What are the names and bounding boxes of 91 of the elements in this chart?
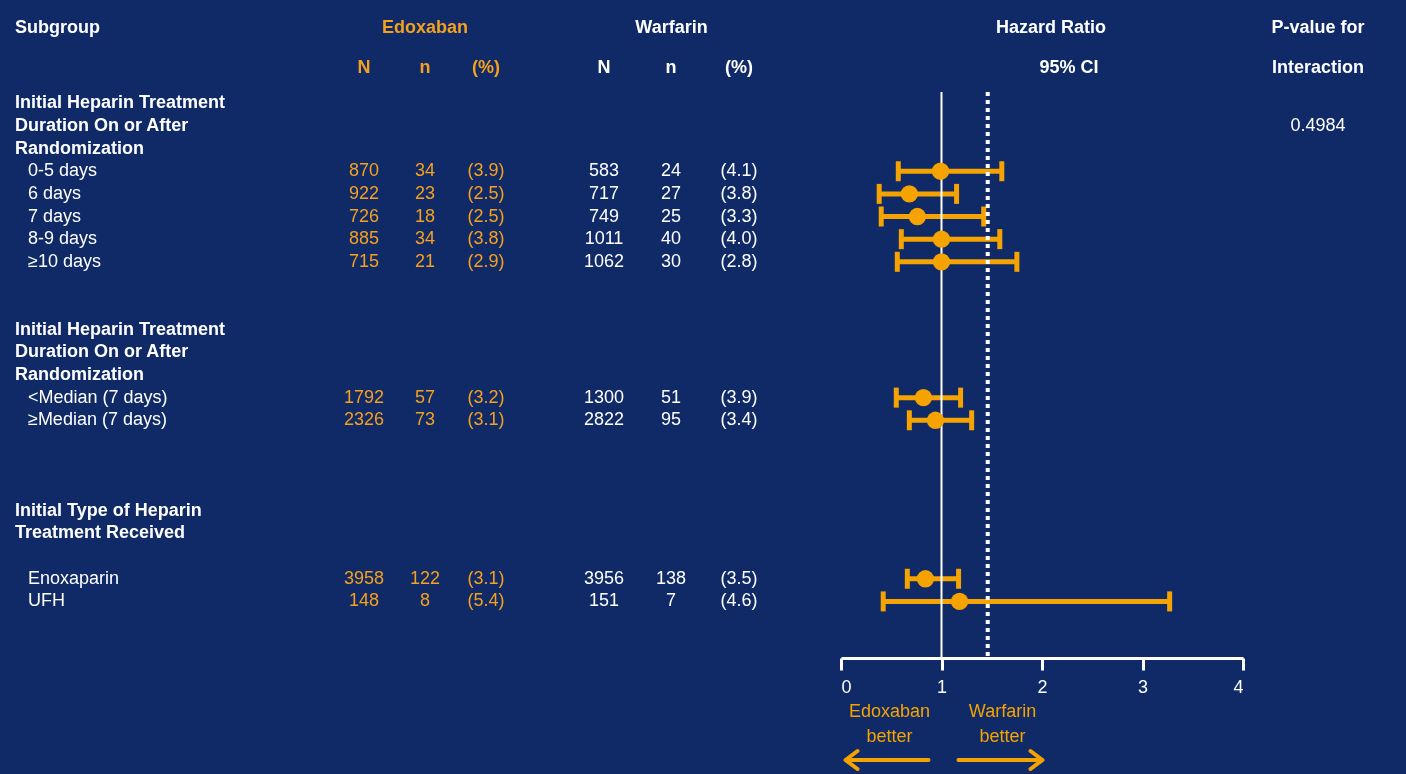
text: 0.4984 <box>1290 114 1346 135</box>
text: (3.4) <box>720 409 758 430</box>
category-label: <Median (7 days) <box>28 386 168 407</box>
text: (3.9) <box>720 386 758 407</box>
text: Edoxaban better <box>848 701 931 746</box>
text: Warfarin <box>635 17 708 37</box>
text: 2822 <box>583 409 625 430</box>
text: (2.5) <box>467 205 505 226</box>
text: (4.0) <box>720 228 758 249</box>
text: (4.1) <box>720 160 758 181</box>
text: 717 <box>588 182 620 203</box>
text: 885 <box>348 228 380 249</box>
text: (2.9) <box>467 250 505 271</box>
category-label: ≥Median (7 days) <box>28 409 167 430</box>
text: 1300 <box>583 386 625 407</box>
text: (5.4) <box>467 590 505 611</box>
text: 870 <box>348 160 380 181</box>
category-label: Initial Heparin Treatment <box>15 92 226 113</box>
text: 1011 <box>584 228 624 249</box>
text: 122 <box>409 567 441 588</box>
category-label: 7 days <box>28 205 82 226</box>
text: (3.1) <box>467 567 505 588</box>
category-label: 6 days <box>28 182 82 203</box>
text: 73 <box>414 409 436 430</box>
x-tick-label: 0 <box>841 676 852 697</box>
text: 749 <box>588 205 620 226</box>
category-label: Initial Heparin Treatment <box>15 318 226 339</box>
text: Subgroup <box>15 17 100 37</box>
text: (3.9) <box>467 160 505 181</box>
x-tick-label: 2 <box>1037 676 1048 697</box>
y2-axis-title: P-value for Interaction <box>1271 17 1365 77</box>
text: (3.2) <box>467 386 505 407</box>
text: 922 <box>348 182 380 203</box>
text: 715 <box>348 250 380 271</box>
text: (3.8) <box>720 182 758 203</box>
category-label: 0-5 days <box>28 160 98 181</box>
text: 2326 <box>343 409 385 430</box>
text: 34 <box>414 160 436 181</box>
text: 148 <box>348 590 380 611</box>
text: 18 <box>414 205 436 226</box>
category-label: Enoxaparin <box>28 567 120 588</box>
text: 583 <box>588 160 620 181</box>
chart-title: Hazard Ratio <box>995 17 1107 37</box>
text: Warfarin better <box>968 701 1037 746</box>
text: (2.8) <box>720 250 758 271</box>
text: 7 <box>665 590 677 611</box>
text: 1062 <box>583 250 625 271</box>
category-label: Treatment Received <box>15 522 186 543</box>
text: 30 <box>660 250 682 271</box>
text: 3958 <box>343 567 385 588</box>
text: (2.5) <box>467 182 505 203</box>
text: Edoxaban <box>381 17 469 37</box>
text: 23 <box>414 182 436 203</box>
text: 25 <box>660 205 682 226</box>
text: 40 <box>660 228 682 249</box>
category-label: ≥10 days <box>28 250 101 271</box>
category-label: Randomization <box>15 364 144 384</box>
category-label: Randomization <box>15 137 144 158</box>
text: 57 <box>414 386 436 407</box>
category-label: n <box>665 57 677 77</box>
text: 726 <box>348 205 380 226</box>
text: 21 <box>414 250 436 271</box>
text: (3.3) <box>720 205 758 226</box>
text: (3.8) <box>467 228 505 249</box>
text: (4.6) <box>720 590 758 611</box>
text: (3.1) <box>467 409 505 430</box>
category-label: UFH <box>28 590 65 611</box>
x-tick-label: 4 <box>1233 676 1244 697</box>
x-tick-label: 3 <box>1137 676 1149 697</box>
category-label: (%) <box>472 57 500 77</box>
text: 1792 <box>343 386 385 407</box>
text: 95 <box>660 409 682 430</box>
text: 27 <box>660 182 682 203</box>
category-label: 8-9 days <box>28 228 98 249</box>
text: 24 <box>660 160 682 181</box>
category-label: n <box>419 57 431 77</box>
text: 8 <box>419 590 431 611</box>
category-label: N <box>597 57 611 77</box>
x-tick-label: 1 <box>936 676 948 697</box>
category-label: Duration On or After <box>15 114 189 135</box>
chart-subtitle: 95% CI <box>1039 57 1099 77</box>
text: 51 <box>660 386 682 407</box>
category-label: Initial Type of Heparin <box>15 499 202 520</box>
text: 3956 <box>583 567 625 588</box>
text: 34 <box>414 228 436 249</box>
text: (3.5) <box>720 567 758 588</box>
text: 151 <box>588 590 620 611</box>
category-label: N <box>357 57 371 77</box>
text: 138 <box>655 567 687 588</box>
category-label: Duration On or After <box>15 341 189 362</box>
category-label: (%) <box>725 57 753 77</box>
